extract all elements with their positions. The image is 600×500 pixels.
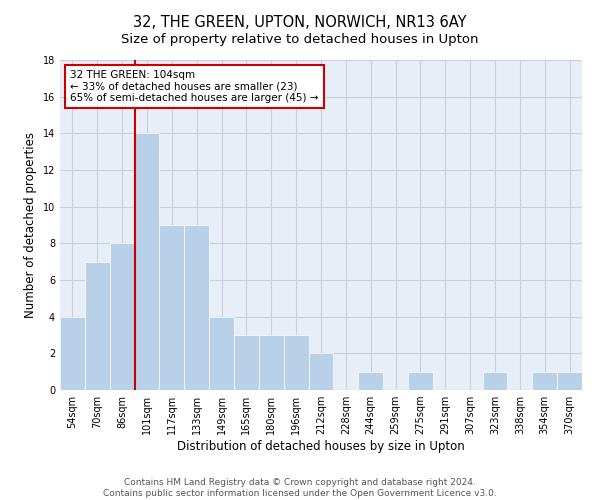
Bar (184, 225, 209, 390)
Bar (134, 134, 160, 390)
Bar (160, 225, 184, 390)
Bar (482, 372, 508, 390)
Text: Size of property relative to detached houses in Upton: Size of property relative to detached ho… (121, 32, 479, 46)
Bar (532, 372, 557, 390)
Y-axis label: Number of detached properties: Number of detached properties (24, 132, 37, 318)
Bar (110, 244, 134, 390)
Bar (557, 372, 582, 390)
Text: 32, THE GREEN, UPTON, NORWICH, NR13 6AY: 32, THE GREEN, UPTON, NORWICH, NR13 6AY (133, 15, 467, 30)
Bar (308, 354, 334, 390)
Bar (234, 335, 259, 390)
Bar (85, 262, 110, 390)
X-axis label: Distribution of detached houses by size in Upton: Distribution of detached houses by size … (177, 440, 465, 453)
Bar (259, 335, 284, 390)
Bar (408, 372, 433, 390)
Bar (358, 372, 383, 390)
Bar (284, 335, 308, 390)
Text: 32 THE GREEN: 104sqm
← 33% of detached houses are smaller (23)
65% of semi-detac: 32 THE GREEN: 104sqm ← 33% of detached h… (70, 70, 319, 103)
Text: Contains HM Land Registry data © Crown copyright and database right 2024.
Contai: Contains HM Land Registry data © Crown c… (103, 478, 497, 498)
Bar (60, 316, 85, 390)
Bar (209, 316, 234, 390)
